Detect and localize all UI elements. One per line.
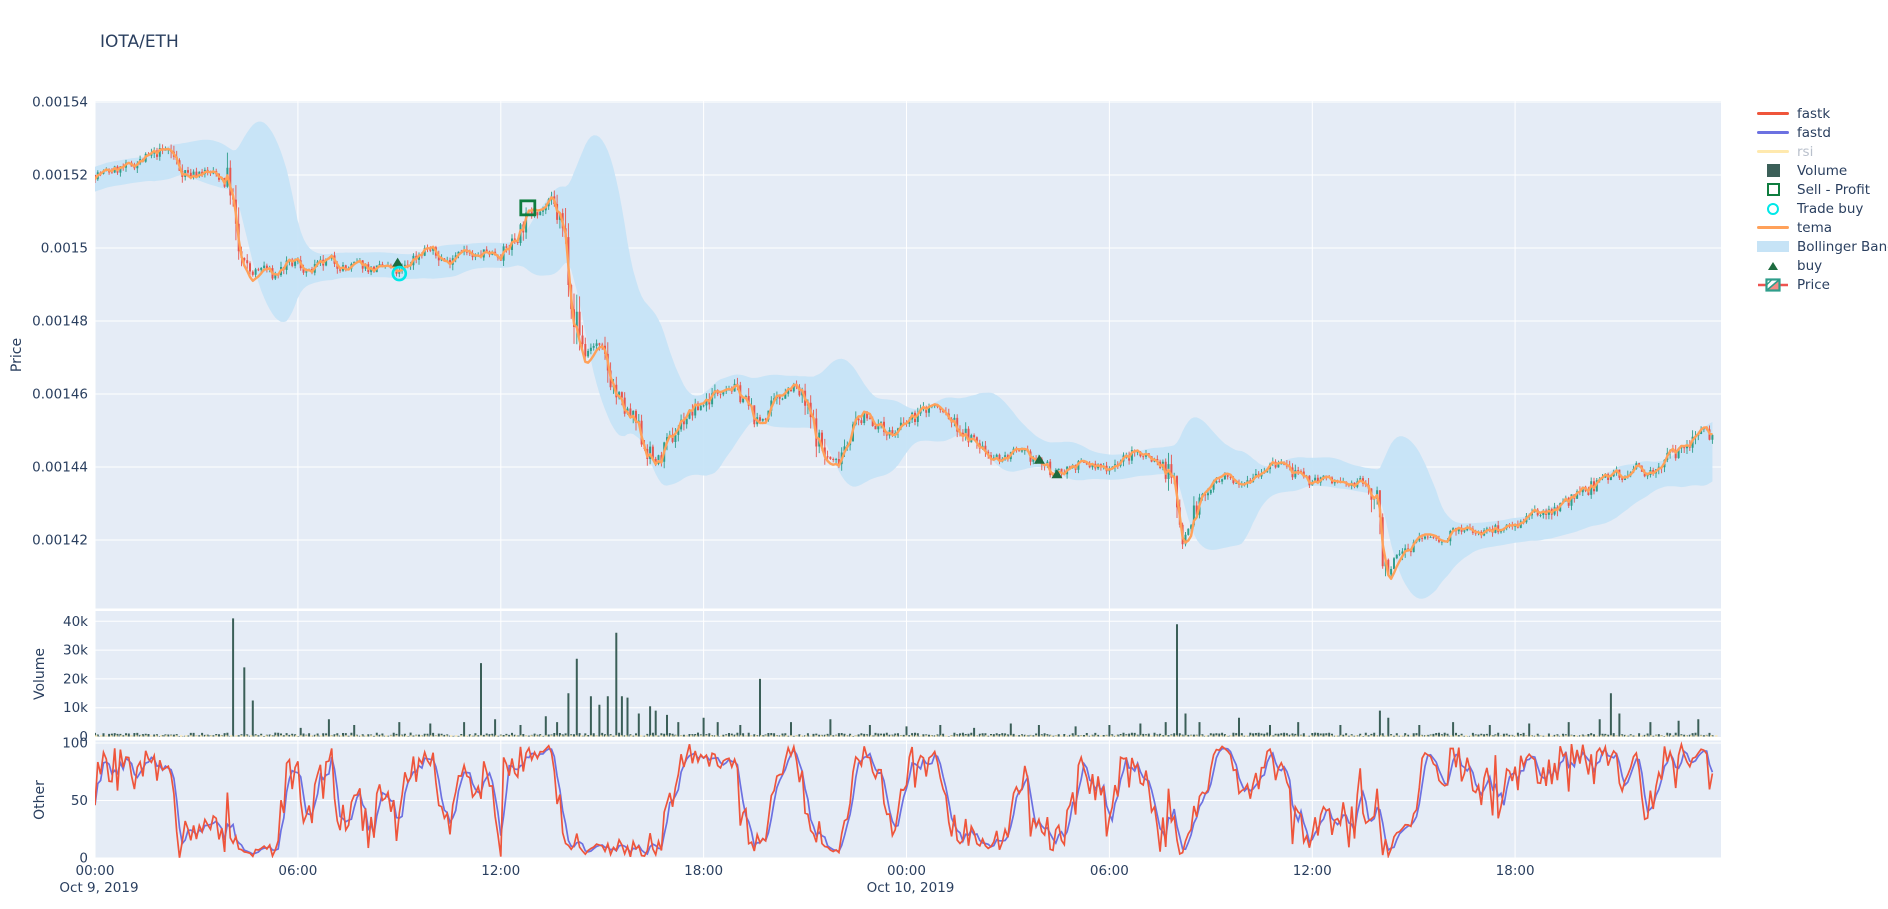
fastk-line: [95, 741, 1714, 858]
volume-tick-label: 30k: [63, 643, 88, 659]
x-tick-label: 18:00: [684, 863, 723, 879]
price-tick-label: 0.00142: [32, 533, 88, 549]
fastd-swatch-icon: [1756, 131, 1790, 134]
oscillator-group: [95, 741, 1714, 858]
fastd-line: [95, 747, 1714, 856]
price-tick-label: 0.0015: [41, 241, 88, 257]
trade-markers: [391, 199, 1063, 479]
volume-bars: [95, 618, 1718, 737]
price-series-group: [95, 121, 1714, 599]
legend-item-trade-buy[interactable]: Trade buy: [1756, 199, 1888, 218]
legend-item-tema[interactable]: tema: [1756, 218, 1888, 237]
volume-panel[interactable]: [95, 611, 1721, 737]
other-tick-label: 0: [79, 851, 88, 867]
x-tick-label: 12:00: [481, 863, 520, 879]
legend-item-sell-profit[interactable]: Sell - Profit: [1756, 180, 1888, 199]
rsi-swatch-icon: [1756, 150, 1790, 153]
legend-label: rsi: [1797, 143, 1814, 160]
legend-label: Trade buy: [1797, 200, 1864, 217]
legend-label: Sell - Profit: [1797, 181, 1871, 198]
legend-label: Bollinger Band: [1797, 238, 1888, 255]
volume-tick-label: 20k: [63, 671, 88, 687]
buy-marker[interactable]: [1051, 469, 1063, 479]
legend-label: tema: [1797, 219, 1833, 236]
x-tick-label: 06:00: [1090, 863, 1129, 879]
buy-marker[interactable]: [1033, 454, 1045, 464]
trade-buy-marker[interactable]: [391, 265, 408, 282]
price-tick-label: 0.00144: [32, 460, 88, 476]
buy-marker[interactable]: [392, 257, 404, 267]
price-tick-label: 0.00148: [32, 314, 88, 330]
sell-profit-swatch-icon: [1756, 183, 1790, 196]
price-tick-label: 0.00146: [32, 387, 88, 403]
volume-tick-label: 40k: [63, 614, 88, 630]
legend: fastk fastd rsi Volume Sell - Profit Trade bu…: [1756, 104, 1888, 294]
x-tick-label: 18:00: [1496, 863, 1535, 879]
legend-label: Price: [1797, 276, 1830, 293]
legend-item-rsi[interactable]: rsi: [1756, 142, 1888, 161]
other-tick-label: 50: [71, 793, 88, 809]
chart-title: IOTA/ETH: [100, 32, 179, 52]
volume-tick-label: 10k: [63, 700, 88, 716]
x-tick-label: 00:00: [76, 863, 115, 879]
x-tick-label: 12:00: [1293, 863, 1332, 879]
sell-profit-marker[interactable]: [519, 199, 537, 217]
legend-label: fastd: [1797, 124, 1831, 141]
legend-label: buy: [1797, 257, 1823, 274]
legend-item-fastk[interactable]: fastk: [1756, 104, 1888, 123]
gridlines: [94, 101, 1721, 859]
legend-item-bollinger-band[interactable]: Bollinger Band: [1756, 237, 1888, 256]
price-swatch-icon: [1756, 277, 1790, 293]
price-tick-label: 0.00154: [32, 95, 88, 111]
other-tick-label: 100: [62, 736, 88, 752]
legend-item-price[interactable]: Price: [1756, 275, 1888, 294]
legend-label: fastk: [1797, 105, 1831, 122]
x-date-label: Oct 10, 2019: [867, 880, 955, 896]
tema-line: [95, 147, 1713, 580]
plot-panels[interactable]: [95, 101, 1721, 858]
legend-item-volume[interactable]: Volume: [1756, 161, 1888, 180]
bollinger-band-swatch-icon: [1756, 241, 1790, 252]
volume-swatch-icon: [1756, 164, 1790, 177]
tema-swatch-icon: [1756, 226, 1790, 229]
axis-tick-labels: 0.00154 0.00152 0.0015 0.00148 0.00146 0.0014…: [32, 95, 1534, 897]
legend-item-fastd[interactable]: fastd: [1756, 123, 1888, 142]
x-tick-label: 06:00: [278, 863, 317, 879]
buy-swatch-icon: [1756, 261, 1790, 270]
x-tick-label: 00:00: [887, 863, 926, 879]
volume-tick-label: 0: [79, 729, 88, 745]
price-tick-label: 0.00152: [32, 168, 88, 184]
trade-buy-swatch-icon: [1756, 202, 1790, 215]
legend-item-buy[interactable]: buy: [1756, 256, 1888, 275]
fastk-swatch-icon: [1756, 112, 1790, 115]
x-date-label: Oct 9, 2019: [59, 880, 138, 896]
legend-label: Volume: [1797, 162, 1848, 179]
